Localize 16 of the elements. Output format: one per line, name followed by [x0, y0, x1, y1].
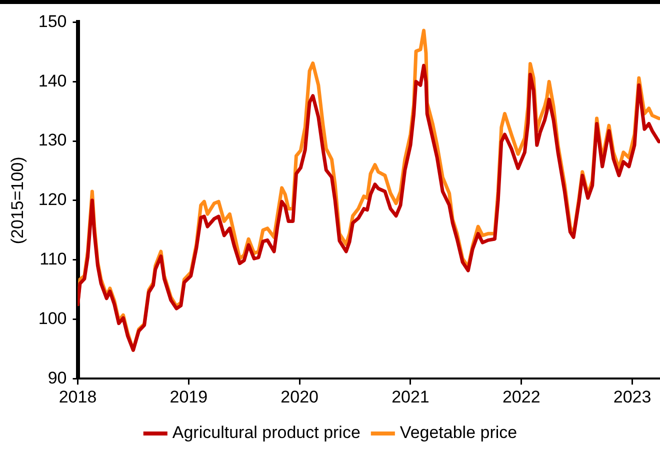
x-tick-label: 2020: [280, 387, 318, 406]
y-tick-label: 100: [38, 308, 67, 328]
x-tick-label: 2022: [502, 387, 540, 406]
y-tick-label: 90: [48, 368, 67, 388]
y-tick-label: 150: [38, 12, 67, 31]
y-tick-label: 140: [38, 71, 67, 90]
y-tick-label: 130: [38, 130, 67, 150]
x-tick-label: 2019: [170, 387, 208, 406]
y-tick-label: 110: [40, 249, 67, 268]
x-tick-label: 2018: [58, 387, 97, 406]
legend-label: Agricultural product price: [172, 423, 360, 442]
legend-label: Vegetable price: [400, 423, 518, 442]
y-axis-title: (2015=100): [8, 156, 27, 244]
x-tick-label: 2023: [613, 387, 652, 406]
y-tick-label: 120: [38, 190, 67, 210]
x-tick-label: 2021: [392, 387, 430, 406]
